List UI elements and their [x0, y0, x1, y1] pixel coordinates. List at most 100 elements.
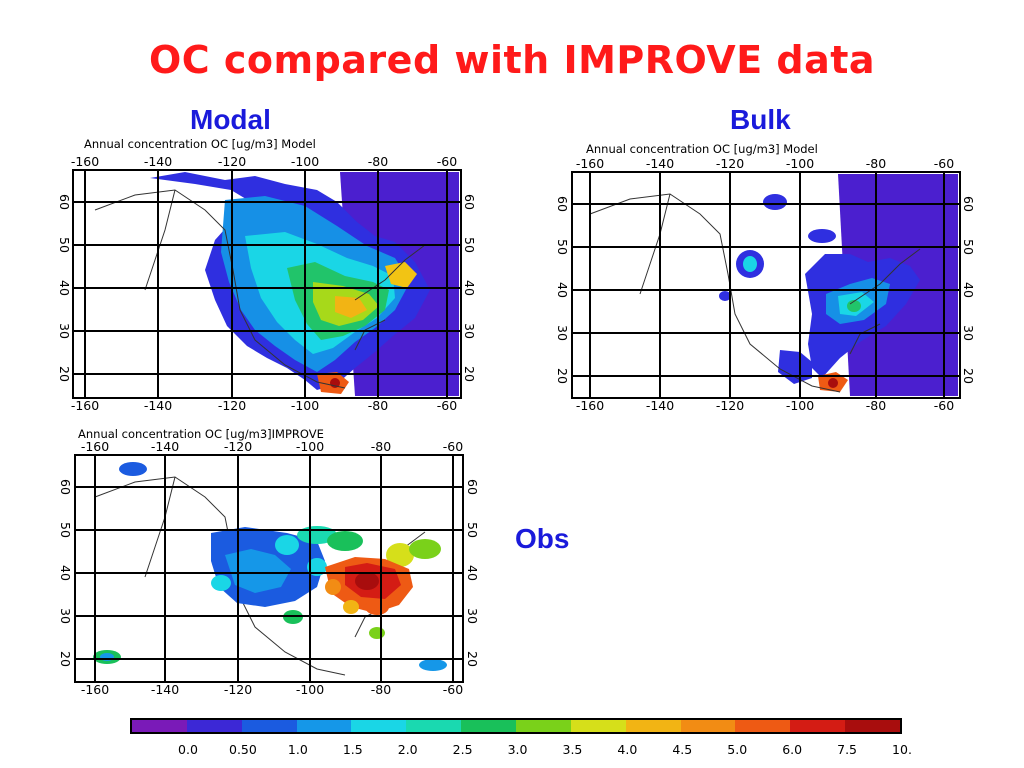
bulk-bottom-tick: -80 [866, 398, 886, 413]
obs-grid-lines [75, 455, 463, 682]
colorbar-label: 0.0 [178, 742, 198, 757]
colorbar-label: 2.0 [397, 742, 418, 757]
obs-station-dots [93, 462, 447, 671]
colorbar-label: 4.0 [617, 742, 638, 757]
modal-left-lat-tick: 40 [57, 280, 72, 296]
bulk-concentration-field [719, 174, 958, 396]
obs-map-title: Annual concentration OC [ug/m3]IMPROVE [78, 427, 324, 441]
obs-top-tick: -100 [296, 439, 324, 454]
modal-top-ticks: -160 -140 -120 -100 -80 -60 [71, 154, 457, 169]
bulk-bottom-tick: -120 [716, 398, 744, 413]
modal-top-tick: -160 [71, 154, 99, 169]
colorbar-label: 2.5 [452, 742, 473, 757]
bulk-top-ticks: -160 -140 -120 -100 -80 -60 [576, 156, 954, 171]
obs-left-lat-tick: 30 [58, 608, 73, 624]
colorbar-swatch [570, 720, 626, 732]
bulk-bottom-ticks: -160 -140 -120 -100 -80 -60 [576, 398, 954, 413]
obs-top-tick: -60 [443, 439, 463, 454]
bulk-left-lat-tick: 30 [555, 325, 570, 341]
modal-bottom-tick: -140 [144, 398, 172, 413]
bulk-right-lat-tick: 50 [961, 239, 975, 255]
bulk-grid-lines [572, 172, 960, 398]
bulk-bottom-tick: -140 [646, 398, 674, 413]
obs-bottom-tick: -60 [443, 682, 463, 697]
bulk-right-lat-tick: 20 [961, 368, 975, 384]
colorbar-label: 0.50 [229, 742, 257, 757]
modal-top-tick: -120 [218, 154, 246, 169]
bulk-left-lat-tick: 50 [555, 239, 570, 255]
modal-concentration-field [150, 172, 459, 396]
bulk-bottom-tick: -60 [934, 398, 954, 413]
colorbar-label: 3.0 [507, 742, 528, 757]
obs-bottom-tick: -120 [224, 682, 252, 697]
colorbar [130, 718, 902, 734]
obs-map: -160 -140 -120 -100 -80 -60 [58, 439, 480, 697]
modal-grid-lines [73, 170, 461, 398]
bulk-map: -160 -140 -120 -100 -80 -60 60 [555, 156, 975, 413]
bulk-left-lat-tick: 60 [555, 196, 570, 212]
modal-left-lat-tick: 30 [57, 323, 72, 339]
colorbar-swatch [625, 720, 681, 732]
colorbar-swatch [406, 720, 462, 732]
bulk-left-lat-tick: 20 [555, 368, 570, 384]
modal-bottom-tick: -160 [71, 398, 99, 413]
modal-bottom-tick: -100 [291, 398, 319, 413]
modal-top-tick: -80 [368, 154, 388, 169]
bulk-left-lat-ticks: 60 50 40 30 20 [555, 196, 570, 384]
obs-top-tick: -160 [81, 439, 109, 454]
colorbar-label: 3.5 [562, 742, 583, 757]
modal-map-title: Annual concentration OC [ug/m3] Model [84, 137, 316, 151]
slide-title: OC compared with IMPROVE data [148, 38, 876, 82]
modal-right-lat-tick: 60 [462, 194, 477, 210]
obs-top-tick: -120 [224, 439, 252, 454]
obs-bottom-tick: -140 [151, 682, 179, 697]
colorbar-swatch [296, 720, 352, 732]
obs-left-lat-ticks: 60 50 40 30 20 [58, 479, 73, 667]
modal-top-tick: -100 [291, 154, 319, 169]
modal-right-lat-tick: 30 [462, 323, 477, 339]
colorbar-label: 5.0 [727, 742, 748, 757]
modal-bottom-tick: -120 [218, 398, 246, 413]
obs-top-tick: -80 [371, 439, 391, 454]
modal-left-lat-ticks: 60 50 40 30 20 [57, 194, 72, 382]
modal-map: -160 -140 -120 -100 -80 -60 60 50 [57, 154, 477, 413]
colorbar-swatch [680, 720, 736, 732]
colorbar-label: 10. [892, 742, 912, 757]
bulk-top-tick: -120 [716, 156, 744, 171]
obs-top-ticks: -160 -140 -120 -100 -80 -60 [81, 439, 463, 454]
obs-left-lat-tick: 60 [58, 479, 73, 495]
colorbar-label: 7.5 [837, 742, 858, 757]
colorbar-swatch [461, 720, 517, 732]
colorbar-swatch [735, 720, 791, 732]
colorbar-swatch [351, 720, 407, 732]
obs-bottom-tick: -80 [371, 682, 391, 697]
modal-right-lat-tick: 50 [462, 237, 477, 253]
colorbar-swatch [516, 720, 571, 732]
obs-right-lat-tick: 40 [465, 565, 480, 581]
bulk-label: Bulk [730, 104, 791, 135]
obs-right-lat-ticks: 60 50 40 30 20 [465, 479, 480, 667]
obs-bottom-tick: -100 [296, 682, 324, 697]
modal-left-lat-tick: 50 [57, 237, 72, 253]
colorbar-swatch [186, 720, 242, 732]
obs-left-lat-tick: 20 [58, 651, 73, 667]
obs-label: Obs [515, 523, 570, 554]
bulk-top-tick: -140 [646, 156, 674, 171]
bulk-top-tick: -60 [934, 156, 954, 171]
modal-bottom-tick: -80 [368, 398, 388, 413]
obs-right-lat-tick: 60 [465, 479, 480, 495]
bulk-right-lat-tick: 40 [961, 282, 975, 298]
bulk-right-lat-tick: 60 [961, 196, 975, 212]
colorbar-label: 4.5 [672, 742, 693, 757]
colorbar-swatch [790, 720, 846, 732]
obs-right-lat-tick: 20 [465, 651, 480, 667]
modal-label: Modal [190, 104, 271, 135]
colorbar-swatch [241, 720, 297, 732]
bulk-top-tick: -100 [786, 156, 814, 171]
bulk-bottom-tick: -160 [576, 398, 604, 413]
obs-top-tick: -140 [151, 439, 179, 454]
bulk-left-lat-tick: 40 [555, 282, 570, 298]
obs-right-lat-tick: 30 [465, 608, 480, 624]
obs-bottom-tick: -160 [81, 682, 109, 697]
colorbar-label: 1.0 [287, 742, 308, 757]
